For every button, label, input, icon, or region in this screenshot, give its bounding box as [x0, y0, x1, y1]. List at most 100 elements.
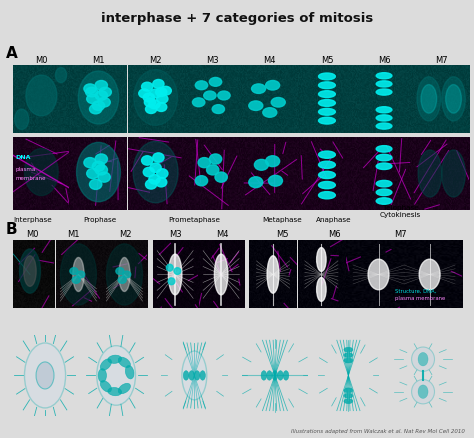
Text: M0: M0	[35, 56, 47, 65]
Ellipse shape	[267, 256, 279, 293]
Ellipse shape	[376, 146, 392, 153]
Text: M2: M2	[149, 56, 162, 65]
Text: Illustrations adapted from Walczak et al. Nat Rev Mol Cell 2010: Illustrations adapted from Walczak et al…	[291, 428, 465, 433]
Ellipse shape	[85, 88, 98, 98]
Ellipse shape	[319, 118, 336, 125]
Ellipse shape	[344, 393, 353, 398]
Ellipse shape	[95, 81, 108, 91]
Ellipse shape	[263, 109, 277, 118]
Ellipse shape	[344, 388, 353, 393]
Ellipse shape	[157, 95, 168, 104]
Ellipse shape	[189, 371, 194, 380]
Ellipse shape	[418, 353, 428, 366]
Text: M6: M6	[378, 56, 391, 65]
Text: Prometaphase: Prometaphase	[168, 216, 220, 222]
Text: M4: M4	[264, 56, 276, 65]
Text: membrane: membrane	[16, 176, 46, 181]
Ellipse shape	[442, 151, 465, 198]
Ellipse shape	[265, 81, 280, 91]
Ellipse shape	[77, 272, 85, 278]
Ellipse shape	[319, 152, 336, 159]
Text: Prophase: Prophase	[83, 216, 116, 222]
Ellipse shape	[214, 254, 228, 295]
Ellipse shape	[126, 366, 134, 379]
Ellipse shape	[344, 353, 353, 358]
Ellipse shape	[442, 78, 465, 122]
Ellipse shape	[266, 371, 272, 380]
Text: A: A	[6, 46, 18, 61]
Text: M2: M2	[119, 230, 132, 239]
Ellipse shape	[142, 83, 153, 92]
Ellipse shape	[210, 155, 222, 165]
Ellipse shape	[168, 278, 175, 285]
Ellipse shape	[182, 351, 207, 400]
Ellipse shape	[90, 180, 102, 190]
Ellipse shape	[421, 85, 437, 114]
Ellipse shape	[168, 254, 182, 295]
Ellipse shape	[61, 244, 97, 305]
Ellipse shape	[319, 109, 336, 116]
Ellipse shape	[153, 80, 164, 89]
Ellipse shape	[376, 155, 392, 162]
Ellipse shape	[118, 277, 126, 284]
Ellipse shape	[73, 258, 84, 292]
Ellipse shape	[215, 173, 228, 183]
Ellipse shape	[255, 160, 268, 171]
Ellipse shape	[98, 369, 107, 382]
Ellipse shape	[118, 383, 130, 394]
Ellipse shape	[376, 90, 392, 96]
Ellipse shape	[150, 90, 161, 99]
Text: M6: M6	[328, 230, 340, 239]
Text: Interphase: Interphase	[13, 216, 52, 222]
Text: interphase + 7 categories of mitosis: interphase + 7 categories of mitosis	[101, 12, 373, 25]
Ellipse shape	[368, 260, 389, 290]
Ellipse shape	[70, 268, 78, 275]
Ellipse shape	[133, 142, 178, 203]
Ellipse shape	[155, 103, 167, 112]
Ellipse shape	[25, 149, 58, 196]
Ellipse shape	[272, 371, 278, 380]
Text: M4: M4	[217, 230, 229, 239]
Ellipse shape	[204, 92, 216, 101]
Ellipse shape	[160, 87, 171, 96]
Ellipse shape	[123, 272, 131, 278]
Ellipse shape	[15, 110, 29, 130]
Ellipse shape	[139, 90, 150, 99]
Ellipse shape	[146, 106, 157, 114]
Ellipse shape	[376, 181, 392, 187]
Text: DNA: DNA	[16, 154, 31, 159]
Ellipse shape	[198, 158, 210, 168]
Ellipse shape	[108, 355, 122, 364]
Ellipse shape	[87, 95, 99, 104]
Ellipse shape	[24, 256, 36, 287]
Ellipse shape	[97, 346, 136, 405]
Ellipse shape	[72, 277, 80, 284]
Ellipse shape	[84, 85, 96, 94]
Ellipse shape	[149, 101, 160, 110]
Ellipse shape	[195, 81, 208, 91]
Ellipse shape	[376, 81, 392, 88]
Ellipse shape	[252, 85, 265, 94]
Ellipse shape	[283, 371, 289, 380]
Ellipse shape	[419, 260, 440, 290]
Text: B: B	[6, 222, 18, 237]
Text: plasma membrane: plasma membrane	[395, 295, 445, 300]
Text: Metaphase: Metaphase	[262, 216, 302, 222]
Ellipse shape	[146, 180, 157, 190]
Ellipse shape	[446, 85, 461, 114]
Ellipse shape	[271, 98, 285, 108]
Ellipse shape	[218, 92, 230, 101]
Ellipse shape	[153, 153, 164, 163]
Ellipse shape	[19, 249, 40, 293]
Ellipse shape	[411, 347, 435, 371]
Ellipse shape	[116, 268, 124, 275]
Ellipse shape	[78, 72, 118, 125]
Ellipse shape	[149, 175, 160, 184]
Ellipse shape	[376, 190, 392, 196]
Ellipse shape	[95, 92, 108, 101]
Ellipse shape	[319, 182, 336, 189]
Ellipse shape	[376, 164, 392, 170]
Ellipse shape	[212, 106, 225, 114]
Ellipse shape	[145, 99, 155, 107]
Ellipse shape	[376, 124, 392, 130]
